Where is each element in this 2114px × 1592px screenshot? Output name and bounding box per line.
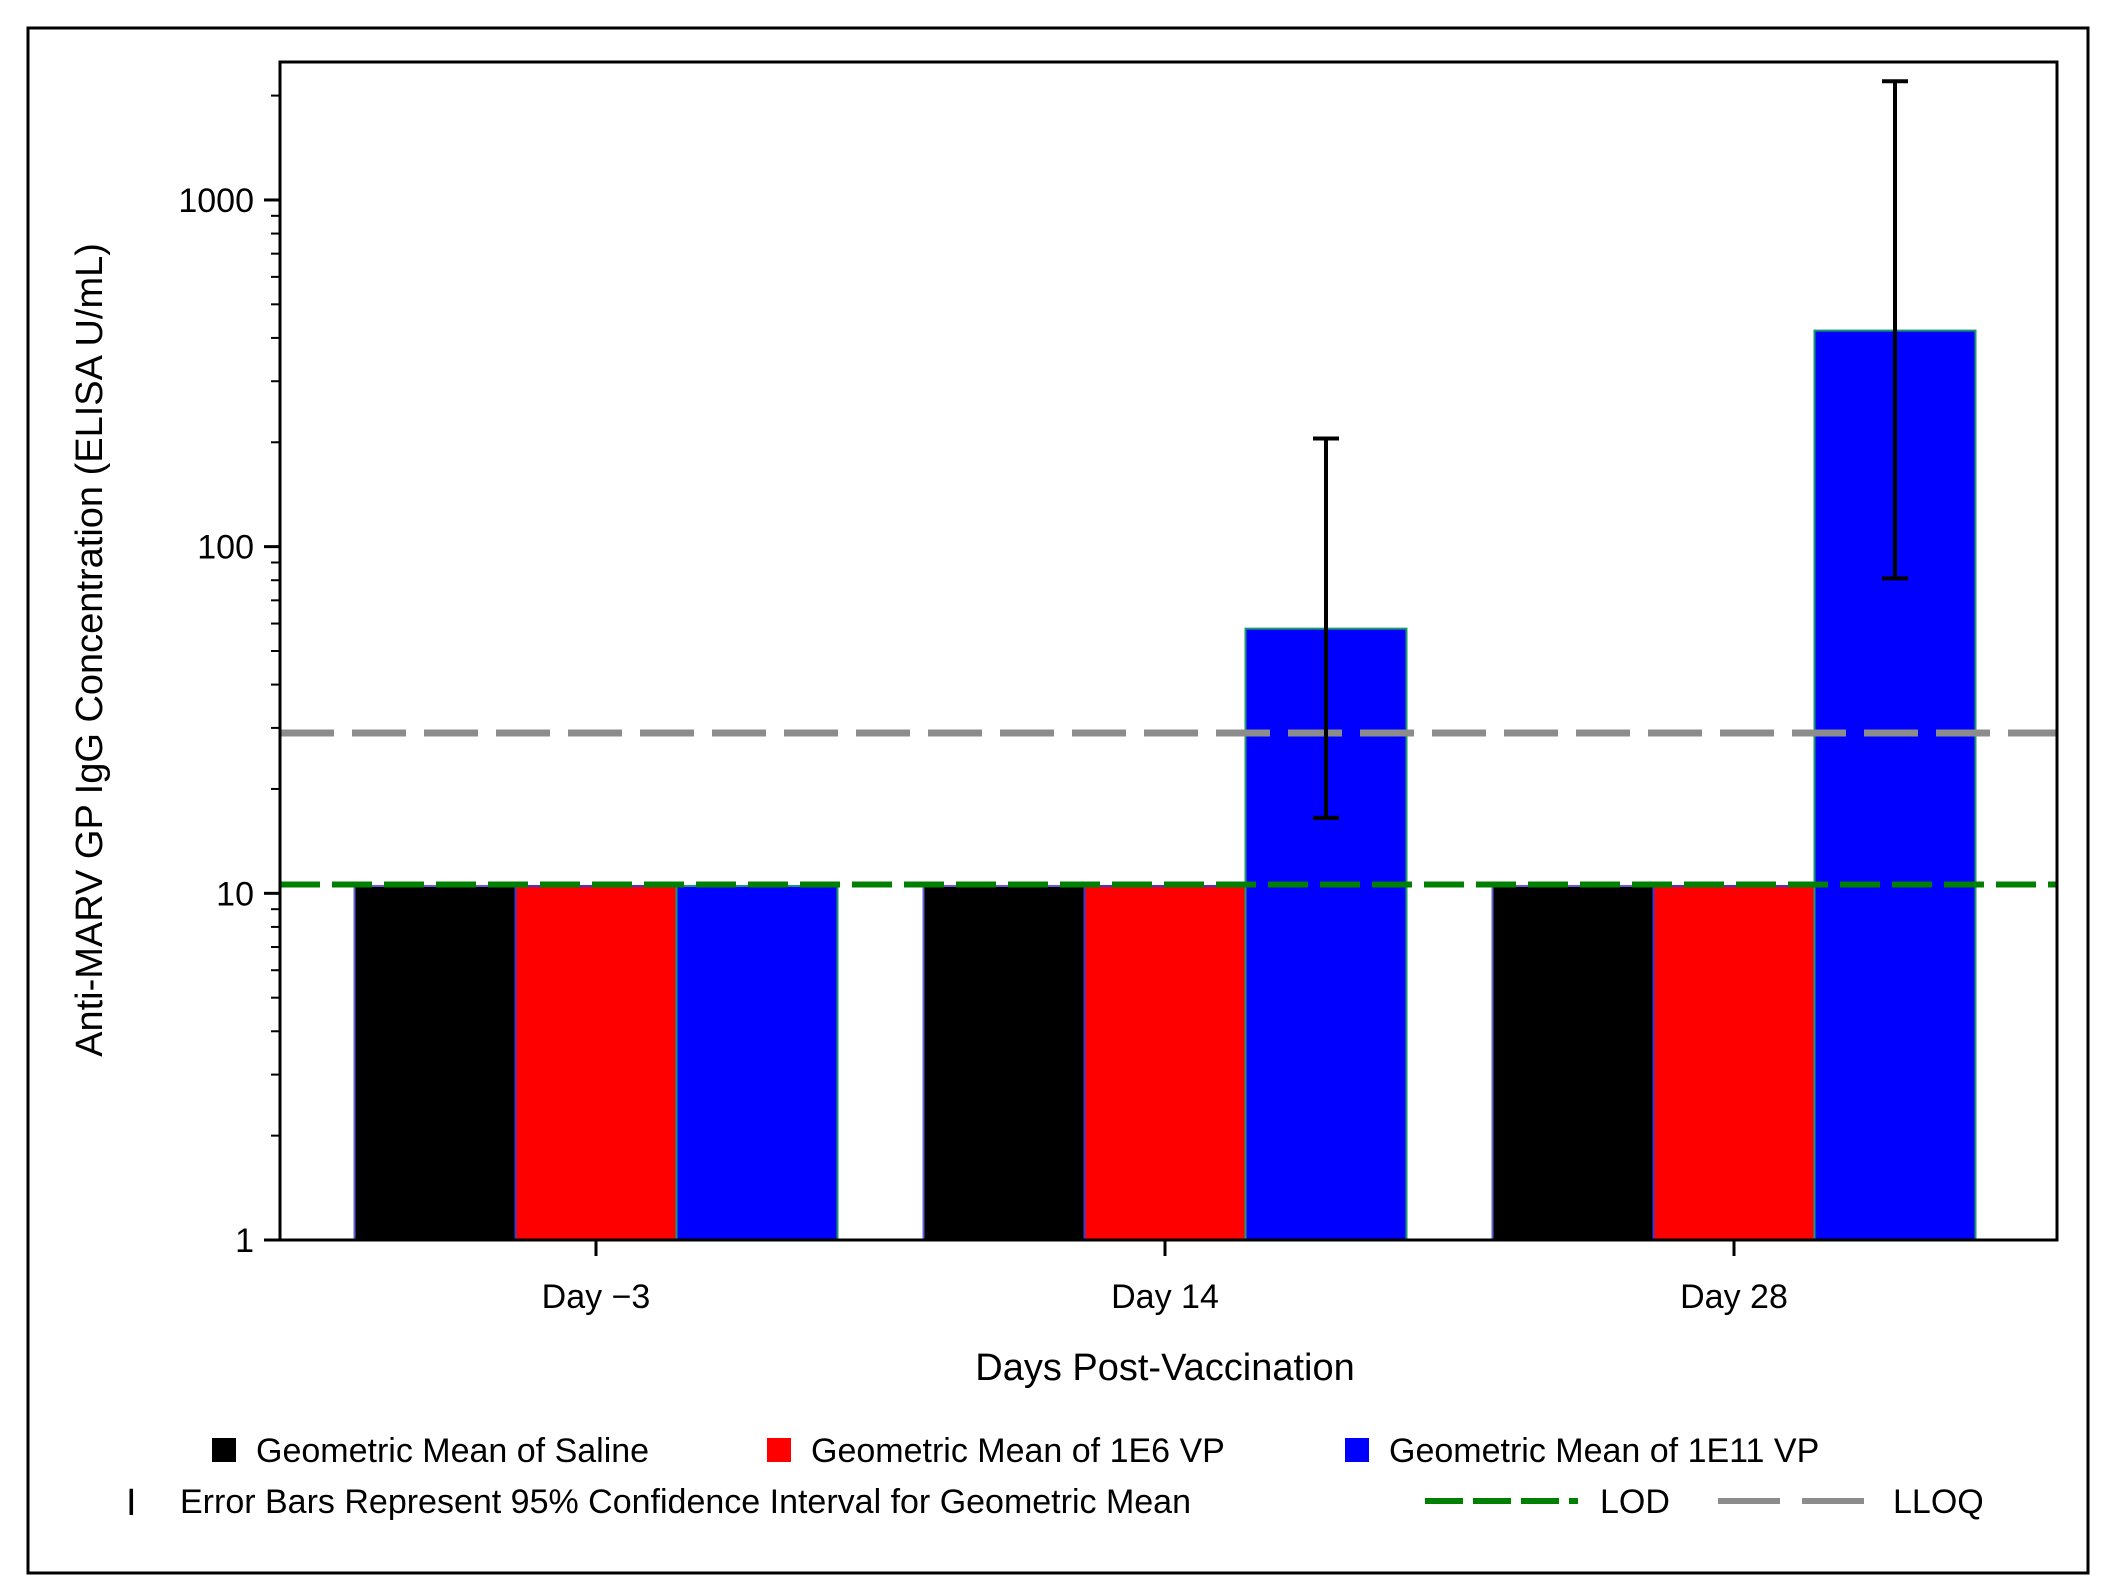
x-axis-label: Days Post-Vaccination (975, 1347, 1354, 1389)
x-tick-label-2: Day 14 (1111, 1278, 1219, 1316)
bar-1-1 (353, 884, 517, 1241)
bar-2-2 (1083, 884, 1247, 1241)
bar-1-3 (1491, 884, 1655, 1241)
y-axis-label: Anti-MARV GP IgG Concentration (ELISA U/… (69, 243, 111, 1057)
legend-label-3: Geometric Mean of 1E11 VP (1389, 1432, 1819, 1470)
legend-lloq-label: LLOQ (1893, 1483, 1984, 1521)
legend-error-bar-symbol: I (126, 1482, 137, 1524)
x-tick-label-1: Day −3 (542, 1278, 651, 1316)
plot-area: 1 10 100 1000 Day −3 Day 14 Day 28 (178, 60, 2059, 1316)
bar-2-1 (514, 884, 678, 1241)
bar-1-2 (922, 884, 1086, 1241)
y-tick-label-1: 1 (235, 1222, 254, 1260)
bar-2-3 (1652, 884, 1816, 1241)
legend: Geometric Mean of Saline Geometric Mean o… (126, 1432, 1984, 1524)
y-tick-label-100: 100 (197, 529, 254, 567)
x-tick-label-3: Day 28 (1680, 1278, 1788, 1316)
legend-swatch-2 (767, 1438, 791, 1462)
legend-lod-label: LOD (1600, 1483, 1670, 1521)
y-tick-label-10: 10 (216, 875, 254, 913)
outer-border (26, 26, 2090, 1575)
bar-3-1 (675, 884, 839, 1241)
legend-error-bar-label: Error Bars Represent 95% Confidence Inte… (180, 1483, 1191, 1521)
legend-swatch-1 (212, 1438, 236, 1462)
legend-swatch-3 (1345, 1438, 1369, 1462)
y-tick-label-1000: 1000 (178, 182, 254, 220)
legend-label-2: Geometric Mean of 1E6 VP (811, 1432, 1225, 1470)
legend-label-1: Geometric Mean of Saline (256, 1432, 649, 1470)
